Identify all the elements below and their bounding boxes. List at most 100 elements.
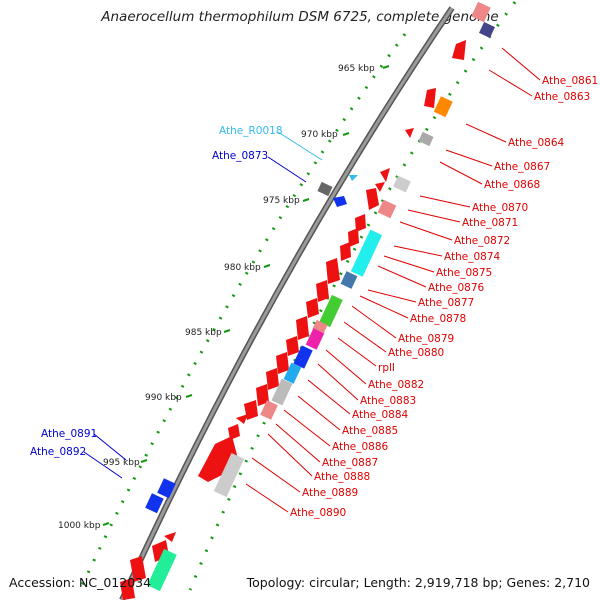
connector-line [93,433,127,461]
kbp-label: 1000 kbp [58,521,101,531]
gene-block[interactable] [317,181,333,197]
gene-label[interactable]: Athe_0886 [332,441,389,453]
gene-block[interactable] [293,345,313,369]
gene-label[interactable]: Athe_0876 [428,282,485,294]
gene-arrow[interactable] [316,280,329,302]
gene-label[interactable]: Athe_0890 [290,507,346,519]
gene-label[interactable]: Athe_0879 [398,333,454,345]
gene-block[interactable] [145,493,164,514]
gene-block[interactable] [340,271,358,289]
gene-block[interactable] [377,199,397,219]
gene-arrow-small[interactable] [375,182,385,192]
gene-arrow-small[interactable] [349,175,358,181]
gene-label[interactable]: Athe_0874 [444,251,501,263]
connector-line [283,409,331,447]
genome-backbone [120,7,454,600]
genome-title: Anaerocellum thermophilum DSM 6725, comp… [101,9,499,25]
connector-line [419,195,471,208]
gene-label[interactable]: Athe_0861 [542,75,598,87]
gene-arrow[interactable] [366,188,379,210]
gene-arrow[interactable] [424,88,436,108]
gene-block[interactable] [433,96,453,118]
gene-label[interactable]: Athe_R0018 [219,125,283,137]
gene-block[interactable] [350,229,383,277]
gene-label[interactable]: Athe_0891 [41,428,97,440]
gene-arrow[interactable] [348,228,359,247]
gene-arrow-small[interactable] [164,532,176,542]
gene-arrow[interactable] [228,424,240,440]
kbp-tick [102,522,110,526]
accession-text: Accession: NC_012034 [9,575,152,590]
gene-arrow-small[interactable] [236,414,248,424]
gene-block[interactable] [157,478,176,499]
kbp-tick [223,329,231,333]
connector-line [445,149,493,167]
connector-line [317,363,359,401]
gene-arrow[interactable] [355,214,366,232]
connector-line [325,349,367,385]
gene-label[interactable]: Athe_0867 [494,161,550,173]
gene-arrow[interactable] [326,258,340,284]
gene-label[interactable]: Athe_0883 [360,395,416,407]
gene-label[interactable]: Athe_0863 [534,91,590,103]
gene-arrow[interactable] [130,556,146,582]
topology-text: Topology: circular; Length: 2,919,718 bp… [246,575,590,590]
gene-arrow[interactable] [452,40,466,60]
gene-arrow[interactable] [286,336,299,356]
gene-label[interactable]: Athe_0871 [462,217,518,229]
gene-label[interactable]: Athe_0885 [342,425,398,437]
gene-label[interactable]: Athe_0880 [388,347,444,359]
kbp-label: 965 kbp [338,64,375,74]
kbp-label: 985 kbp [185,328,222,338]
connector-line [267,156,307,183]
gene-label[interactable]: Athe_0887 [322,457,378,469]
gene-label[interactable]: Athe_0884 [352,409,409,421]
gene-block[interactable] [393,175,411,193]
gene-label[interactable]: Athe_0873 [212,150,268,162]
connector-line [277,131,323,161]
gene-arrow[interactable] [276,352,289,374]
gene-label[interactable]: Athe_0868 [484,179,540,191]
gene-label[interactable]: Athe_0870 [472,202,528,214]
kbp-tick [382,65,390,69]
gene-label[interactable]: Athe_0872 [454,235,510,247]
kbp-tick [263,264,271,268]
connector-line [377,265,427,288]
gene-block[interactable] [479,22,495,38]
gene-block[interactable] [305,328,325,350]
gene-arrow[interactable] [306,298,319,318]
gene-arrow[interactable] [340,242,351,261]
gene-block[interactable] [260,400,278,420]
gene-label[interactable]: Athe_0888 [314,471,370,483]
gene-arrow[interactable] [256,384,269,406]
gene-block[interactable] [283,362,302,384]
gene-arrow[interactable] [120,578,135,600]
gene-label[interactable]: Athe_0889 [302,487,358,499]
gene-label[interactable]: Athe_0878 [410,313,466,325]
connector-line [393,245,443,257]
kbp-label: 990 kbp [145,393,182,403]
kbp-label: 975 kbp [263,196,300,206]
gene-label[interactable]: Athe_0882 [368,379,424,391]
gene-arrow[interactable] [333,196,347,207]
gene-block[interactable] [271,378,293,406]
gene-block[interactable] [418,131,434,147]
gene-label[interactable]: rplI [378,362,395,374]
kbp-label: 995 kbp [103,458,140,468]
gene-block[interactable] [213,453,245,497]
connector-line [351,305,397,339]
gene-arrow[interactable] [296,316,309,340]
gene-label[interactable]: Athe_0877 [418,297,474,309]
gene-label[interactable]: Athe_0864 [508,137,565,149]
gene-arrow[interactable] [266,368,279,390]
gene-block[interactable] [471,1,491,23]
gene-arrow-small[interactable] [380,168,390,182]
gene-label[interactable]: Athe_0892 [30,446,86,458]
kbp-tick [342,132,350,136]
gene-label[interactable]: Athe_0875 [436,267,492,279]
gene-block[interactable] [319,294,343,328]
tick-track-inner-right [188,1,517,591]
gene-block[interactable] [147,548,177,592]
gene-arrow-small[interactable] [405,128,414,138]
